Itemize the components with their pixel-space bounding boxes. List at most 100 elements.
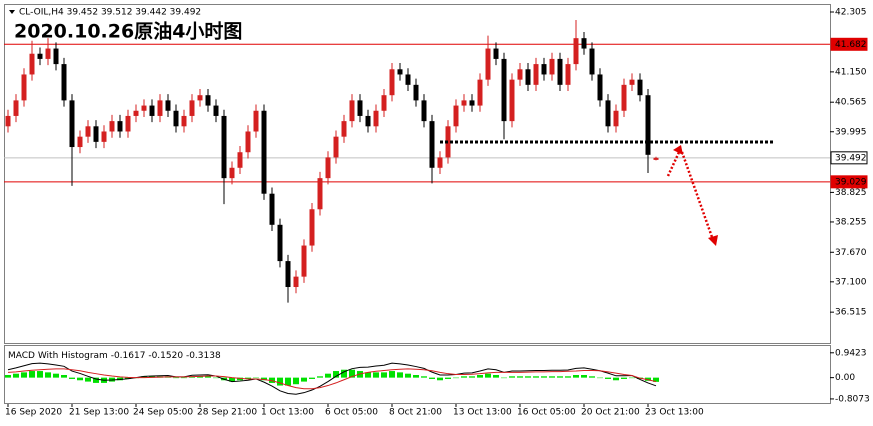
y-tick-label: 40.565 [835,98,867,108]
level-label-box [830,37,868,51]
macd-hist-bar [253,377,259,379]
candle-body [637,79,643,96]
macd-hist-bar [381,372,387,378]
candle-body [53,48,59,65]
level-label: 39.492 [835,153,867,163]
candle-body [237,152,243,168]
y-tick-label: 41.150 [835,67,867,77]
candle-body [565,64,571,85]
candle-body [5,115,11,127]
macd-hist-bar [349,369,355,378]
macd-hist-bar [445,377,451,379]
macd-name: MACD With Histogram [8,351,108,361]
macd-hist-bar [509,376,515,378]
macd-hist-bar [173,377,179,379]
y-tick-label: 36.515 [835,308,867,318]
macd-hist-bar [557,376,563,378]
macd-readout: -0.3138 [186,351,221,361]
candle-body [389,69,395,96]
chart-title: 2020.10.26原油4小时图 [14,21,242,43]
candle-body [597,74,603,101]
candle-body [605,100,611,127]
price-panel [4,4,831,344]
candle-body [29,53,35,75]
candle-body [269,193,275,225]
candle-body [213,105,219,116]
macd-hist-bar [581,375,587,378]
macd-y-tick-label: 0.9423 [835,348,867,358]
macd-hist-bar [333,371,339,378]
macd-y-tick-label: 0.00 [835,373,855,383]
macd-hist-bar [13,373,19,378]
candle-body [141,105,147,111]
candle-body [477,79,483,106]
macd-hist-bar [341,369,347,378]
macd-hist-bar [549,376,555,378]
macd-hist-bar [301,377,307,382]
macd-readout: -0.1617 [111,351,146,361]
arrow-down [680,151,715,241]
macd-hist-bar [37,371,43,378]
macd-hist-bar [213,377,219,379]
macd-hist-bar [597,377,603,379]
candle-body [61,64,67,101]
candle-body [549,58,555,75]
level-label: 39.029 [835,177,867,187]
macd-hist-bar [373,372,379,378]
macd-hist-bar [117,377,123,381]
menu-arrow [9,10,15,14]
macd-hist-bar [229,377,235,382]
candle-body [373,110,379,127]
candle-body [253,110,259,132]
x-tick-label: 13 Oct 13:00 [453,408,512,418]
candle-body [45,48,51,59]
candle-body [37,53,43,59]
macd-hist-bar [421,376,427,378]
macd-title: MACD With Histogram -0.1617 -0.1520 -0.3… [8,351,221,361]
macd-hist-bar [181,377,187,379]
candle-body [125,115,131,132]
macd-hist-bar [605,377,611,379]
candle-body [157,100,163,116]
macd-hist-bar [565,376,571,378]
candle-body [469,100,475,106]
candle-body [181,115,187,127]
candle-body [493,48,499,59]
macd-hist-bar [29,371,35,378]
macd-hist-bar [653,377,659,382]
y-tick-label: 37.670 [835,248,867,258]
macd-hist-bar [61,375,67,378]
candle-body [517,69,523,80]
candle-body [173,110,179,127]
x-tick-label: 23 Oct 13:00 [645,408,704,418]
macd-hist-bar [517,376,523,378]
x-tick-label: 6 Oct 05:00 [325,408,378,418]
candle-body [629,79,635,85]
x-tick-label: 21 Sep 13:00 [69,408,129,418]
macd-hist-bar [317,376,323,378]
y-tick-label: 38.255 [835,217,867,227]
candle-body [221,115,227,179]
macd-hist-bar [589,376,595,378]
macd-hist-bar [53,373,59,378]
candle-body [333,136,339,158]
signal-line [7,368,657,390]
y-tick-label: 38.825 [835,188,867,198]
candle-body [133,110,139,116]
candle-body [381,95,387,111]
candle-body [485,48,491,80]
macd-hist-bar [405,373,411,378]
macd-hist-bar [277,377,283,386]
candle-body [437,157,443,168]
macd-hist-bar [141,376,147,378]
macd-hist-bar [261,377,267,381]
macd-hist-bar [613,377,619,381]
candle-body [421,100,427,122]
candle-body [301,245,307,277]
candle-body [557,58,563,85]
macd-hist-bar [197,376,203,378]
candle-body [293,276,299,288]
candle-body [261,110,267,194]
candle-body [229,167,235,179]
